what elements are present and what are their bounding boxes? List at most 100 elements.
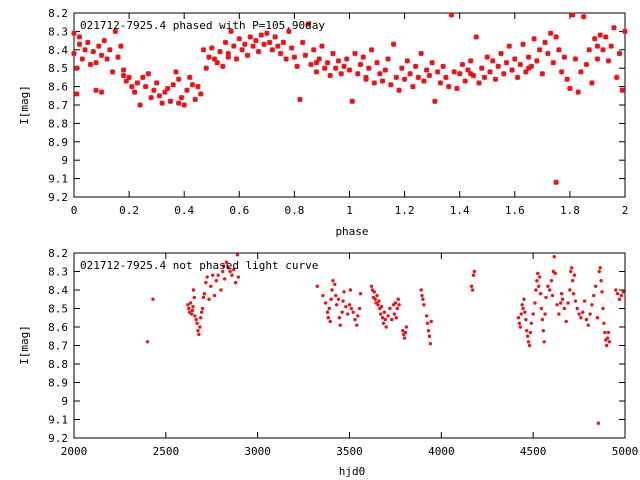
data-point bbox=[198, 91, 204, 97]
data-point bbox=[230, 273, 234, 277]
data-point bbox=[377, 299, 381, 303]
phased-title: 021712-7925.4 phased with P=105.90day bbox=[80, 19, 325, 32]
data-point bbox=[518, 325, 523, 329]
data-point bbox=[222, 39, 229, 46]
data-point bbox=[542, 340, 546, 344]
x-tick-label: 1.8 bbox=[560, 204, 580, 217]
data-point bbox=[209, 284, 213, 288]
data-point bbox=[313, 60, 320, 66]
data-point bbox=[545, 50, 551, 57]
data-point bbox=[553, 34, 559, 40]
data-point bbox=[101, 37, 107, 44]
data-point bbox=[231, 43, 237, 49]
data-point bbox=[531, 36, 537, 42]
data-point bbox=[355, 323, 359, 327]
data-point bbox=[393, 301, 398, 305]
data-point bbox=[137, 102, 143, 108]
unphased-y-axis-label: I[mag] bbox=[18, 325, 31, 365]
data-point bbox=[501, 71, 507, 77]
y-tick-label: 8.9 bbox=[48, 377, 68, 390]
data-point bbox=[605, 336, 610, 340]
x-tick-label: 1.4 bbox=[450, 204, 470, 217]
data-point bbox=[592, 293, 596, 298]
data-point bbox=[410, 83, 416, 90]
data-point bbox=[195, 83, 201, 90]
data-point bbox=[96, 43, 102, 49]
data-point bbox=[597, 269, 601, 274]
data-point bbox=[470, 288, 475, 292]
data-point bbox=[98, 52, 105, 58]
data-point bbox=[272, 34, 278, 40]
data-point bbox=[570, 279, 575, 283]
data-point bbox=[527, 343, 532, 348]
data-point bbox=[523, 310, 527, 314]
data-point bbox=[355, 71, 361, 77]
data-point bbox=[556, 47, 562, 53]
data-point bbox=[235, 253, 240, 257]
x-tick-label: 2500 bbox=[153, 445, 180, 458]
data-point bbox=[393, 74, 399, 81]
data-point bbox=[357, 61, 364, 68]
data-point bbox=[512, 56, 518, 62]
data-point bbox=[98, 89, 105, 95]
data-point bbox=[71, 30, 77, 36]
data-point bbox=[232, 267, 236, 272]
data-point bbox=[607, 340, 612, 344]
data-point bbox=[526, 340, 531, 344]
data-point bbox=[371, 80, 377, 86]
data-point bbox=[539, 306, 544, 311]
data-point bbox=[531, 312, 535, 316]
data-point bbox=[403, 330, 408, 335]
data-point bbox=[200, 306, 205, 311]
data-point bbox=[151, 87, 157, 93]
data-point bbox=[572, 273, 577, 277]
data-point bbox=[379, 304, 384, 309]
data-point bbox=[542, 39, 548, 46]
data-point bbox=[294, 63, 300, 70]
data-point bbox=[376, 303, 380, 307]
data-point bbox=[328, 319, 332, 324]
data-point bbox=[334, 293, 338, 298]
data-point bbox=[338, 323, 343, 327]
data-point bbox=[523, 69, 529, 75]
data-point bbox=[379, 78, 386, 84]
data-point bbox=[446, 83, 452, 90]
data-point bbox=[221, 264, 226, 268]
x-tick-label: 0.4 bbox=[174, 204, 194, 217]
data-point bbox=[347, 303, 352, 307]
data-point bbox=[490, 58, 496, 64]
data-point bbox=[561, 54, 568, 60]
data-point bbox=[525, 334, 530, 338]
unphased-plot-frame bbox=[73, 252, 626, 439]
data-point bbox=[462, 78, 468, 84]
data-point bbox=[242, 41, 248, 47]
data-point bbox=[600, 290, 604, 294]
data-point bbox=[187, 306, 191, 311]
data-point bbox=[192, 96, 198, 103]
data-point bbox=[601, 306, 605, 311]
y-tick-label: 8.5 bbox=[48, 303, 68, 316]
data-point bbox=[600, 47, 606, 53]
data-point bbox=[604, 343, 609, 348]
data-point bbox=[386, 314, 390, 318]
data-point bbox=[407, 71, 413, 77]
data-point bbox=[349, 98, 355, 104]
data-point bbox=[594, 43, 601, 49]
data-point bbox=[369, 284, 374, 288]
data-point bbox=[394, 316, 399, 320]
data-point bbox=[524, 317, 528, 322]
data-point bbox=[570, 266, 574, 270]
y-tick-label: 8.7 bbox=[48, 340, 68, 353]
data-point bbox=[211, 56, 218, 62]
data-point bbox=[608, 43, 614, 49]
data-point bbox=[476, 80, 482, 86]
phased-x-axis-label: phase bbox=[335, 225, 368, 238]
data-point bbox=[206, 54, 212, 60]
data-point bbox=[514, 74, 521, 81]
data-point bbox=[326, 316, 331, 320]
data-point bbox=[118, 43, 124, 49]
data-point bbox=[178, 94, 185, 101]
data-point bbox=[381, 321, 386, 325]
data-point bbox=[383, 317, 388, 322]
